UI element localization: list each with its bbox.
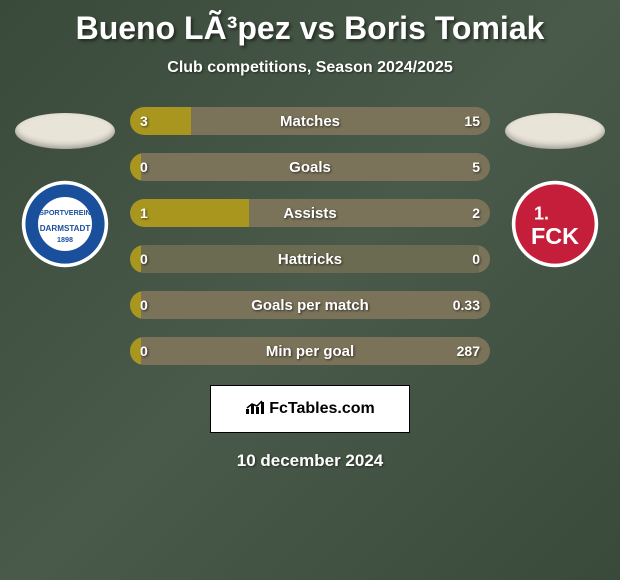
club-badge-left: SPORTVEREIN DARMSTADT 1898: [20, 179, 110, 269]
player-right-column: 1. FCK: [500, 107, 610, 269]
stats-column: 3Matches150Goals51Assists20Hattricks00Go…: [130, 107, 490, 365]
page-title: Bueno LÃ³pez vs Boris Tomiak: [0, 0, 620, 47]
stat-row: 1Assists2: [130, 199, 490, 227]
stat-label: Assists: [130, 205, 490, 222]
svg-text:FCK: FCK: [531, 223, 579, 249]
stat-row: 0Min per goal287: [130, 337, 490, 365]
stat-value-right: 0.33: [453, 297, 480, 313]
stat-row: 3Matches15: [130, 107, 490, 135]
stat-value-right: 15: [464, 113, 480, 129]
stat-row: 0Goals per match0.33: [130, 291, 490, 319]
svg-text:1898: 1898: [57, 235, 73, 244]
date-label: 10 december 2024: [0, 451, 620, 471]
stat-value-right: 287: [457, 343, 480, 359]
player-left-avatar: [15, 113, 115, 149]
stat-label: Matches: [130, 113, 490, 130]
stat-value-right: 5: [472, 159, 480, 175]
stat-label: Hattricks: [130, 251, 490, 268]
brand-text: FcTables.com: [269, 400, 375, 418]
stat-label: Min per goal: [130, 343, 490, 360]
player-left-column: SPORTVEREIN DARMSTADT 1898: [10, 107, 120, 269]
stat-value-right: 0: [472, 251, 480, 267]
stat-label: Goals: [130, 159, 490, 176]
svg-text:DARMSTADT: DARMSTADT: [40, 224, 91, 233]
player-right-avatar: [505, 113, 605, 149]
comparison-area: SPORTVEREIN DARMSTADT 1898 3Matches150Go…: [0, 107, 620, 365]
stat-row: 0Goals5: [130, 153, 490, 181]
brand-logo[interactable]: FcTables.com: [210, 385, 410, 433]
club-badge-right: 1. FCK: [510, 179, 600, 269]
stat-value-right: 2: [472, 205, 480, 221]
stat-label: Goals per match: [130, 297, 490, 314]
stat-row: 0Hattricks0: [130, 245, 490, 273]
svg-text:1.: 1.: [534, 204, 549, 224]
chart-icon: [245, 399, 265, 420]
svg-text:SPORTVEREIN: SPORTVEREIN: [39, 208, 91, 217]
subtitle: Club competitions, Season 2024/2025: [0, 59, 620, 77]
